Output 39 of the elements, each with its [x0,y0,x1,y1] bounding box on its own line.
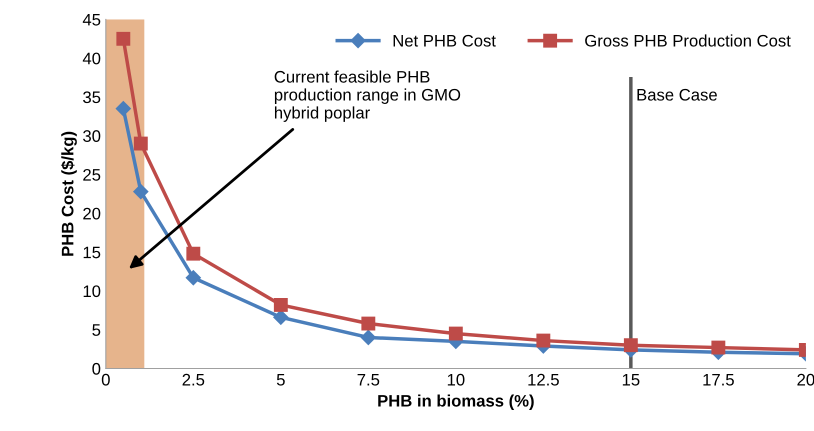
y-tick-label: 40 [82,52,100,64]
point [116,101,131,116]
y-tick-label: 15 [84,246,100,258]
point [186,246,200,261]
y-tick-label: 45 [82,14,100,26]
x-tick-label: 2.5 [182,374,204,386]
point [186,270,201,286]
x-tick-label: 12.5 [528,374,559,386]
y-tick-label: 5 [92,324,100,336]
y-tick-label: 10 [84,285,100,298]
point [360,330,376,346]
ref-line-label: Base Case [637,88,717,101]
x-tick-label: 20 [797,374,814,386]
y-tick-label: 25 [83,168,100,181]
x-tick-label: 10 [448,374,464,386]
x-tick-label: 15 [622,374,640,386]
x-axis-title: PHB in biomass (%) [378,394,534,410]
y-tick-label: 30 [83,130,100,142]
y-axis-title: PHB Cost ($/kg) [60,132,77,256]
y-tick-label: 20 [83,208,100,220]
point [448,326,463,341]
point [361,316,376,330]
legend-label: Net PHB Cost [394,34,496,47]
point [134,136,148,150]
x-tick-label: 5 [276,374,285,386]
point [116,32,130,46]
y-tick-label: 0 [92,362,100,375]
point [711,340,726,355]
legend-label: Gross PHB Production Cost [585,34,791,47]
x-tick-label: 0 [102,374,110,386]
point [624,338,638,352]
point [536,334,550,348]
annotation: Current feasible PHB production range in GMO hybrid poplar [274,70,460,122]
point [133,184,148,200]
point [274,298,288,312]
x-tick-label: 7.5 [358,374,380,386]
point [273,310,288,325]
x-tick-label: 17.5 [703,374,734,386]
y-tick-label: 35 [83,91,100,104]
